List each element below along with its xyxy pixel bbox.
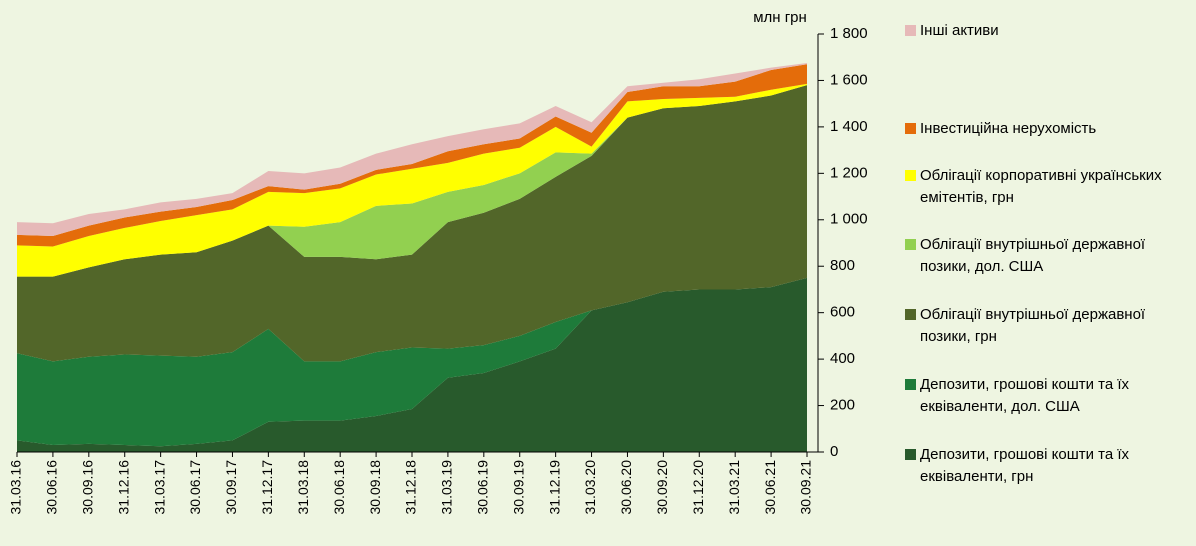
x-tick-label: 31.03.16 <box>8 460 24 515</box>
y-tick-label: 200 <box>830 397 855 414</box>
legend-swatch <box>905 309 916 320</box>
y-tick-label: 400 <box>830 350 855 367</box>
legend-label: Інші активи <box>920 22 999 39</box>
x-tick-label: 30.06.18 <box>331 460 347 515</box>
x-tick-label: 30.09.17 <box>223 460 239 515</box>
legend-label: Облігації корпоративні українських еміте… <box>920 167 1162 206</box>
x-tick-label: 31.03.19 <box>439 460 455 515</box>
area <box>17 63 807 237</box>
y-tick-label: 600 <box>830 304 855 321</box>
area <box>17 85 807 277</box>
x-tick-label: 30.06.17 <box>187 460 203 515</box>
x-tick-label: 30.06.16 <box>44 460 60 515</box>
legend-item: Інші активи <box>905 20 1195 42</box>
y-tick-label: 800 <box>830 257 855 274</box>
x-tick-label: 31.12.19 <box>546 460 562 515</box>
x-tick-label: 31.12.18 <box>403 460 419 515</box>
area <box>17 277 807 452</box>
legend-swatch <box>905 379 916 390</box>
y-tick-label: 0 <box>830 443 838 460</box>
y-tick-label: 1 000 <box>830 211 868 228</box>
x-tick-label: 31.12.20 <box>690 460 706 515</box>
legend-item: Облігації внутрішньої державної позики, … <box>905 304 1195 348</box>
legend-swatch <box>905 449 916 460</box>
x-tick-label: 30.09.16 <box>80 460 96 515</box>
x-tick-label: 31.03.20 <box>582 460 598 515</box>
x-tick-label: 30.09.18 <box>367 460 383 515</box>
legend-label: Облігації внутрішньої державної позики, … <box>920 306 1146 345</box>
legend-item: Інвестиційна нерухомість <box>905 118 1195 140</box>
legend-label: Інвестиційна нерухомість <box>920 120 1097 137</box>
legend-swatch <box>905 123 916 134</box>
x-tick-label: 30.09.20 <box>654 460 670 515</box>
area <box>17 83 807 277</box>
legend-label: Депозити, грошові кошти та їх еквівалент… <box>920 446 1130 485</box>
legend-item: Депозити, грошові кошти та їх еквівалент… <box>905 374 1195 418</box>
y-tick-label: 1 200 <box>830 164 868 181</box>
legend-item: Облігації корпоративні українських еміте… <box>905 165 1195 209</box>
x-tick-label: 30.06.19 <box>475 460 491 515</box>
x-tick-label: 30.06.21 <box>762 460 778 515</box>
x-tick-label: 31.12.16 <box>115 460 131 515</box>
y-tick-label: 1 800 <box>830 25 868 42</box>
area <box>17 85 807 362</box>
x-tick-label: 31.12.17 <box>259 460 275 515</box>
area <box>17 64 807 247</box>
legend-swatch <box>905 170 916 181</box>
x-tick-label: 31.03.17 <box>151 460 167 515</box>
x-tick-label: 31.03.21 <box>726 460 742 515</box>
x-tick-label: 31.03.18 <box>295 460 311 515</box>
legend-swatch <box>905 25 916 36</box>
legend-label: Депозити, грошові кошти та їх еквівалент… <box>920 376 1130 415</box>
legend-swatch <box>905 239 916 250</box>
x-tick-label: 30.06.20 <box>618 460 634 515</box>
x-tick-label: 30.09.21 <box>798 460 814 515</box>
y-tick-label: 1 400 <box>830 118 868 135</box>
y-tick-label: 1 600 <box>830 71 868 88</box>
legend-item: Депозити, грошові кошти та їх еквівалент… <box>905 444 1195 488</box>
y-axis-label: млн грн <box>753 9 807 26</box>
area <box>17 277 807 447</box>
legend-item: Облігації внутрішньої державної позики, … <box>905 234 1195 278</box>
x-tick-label: 30.09.19 <box>510 460 526 515</box>
legend-label: Облігації внутрішньої державної позики, … <box>920 236 1146 275</box>
